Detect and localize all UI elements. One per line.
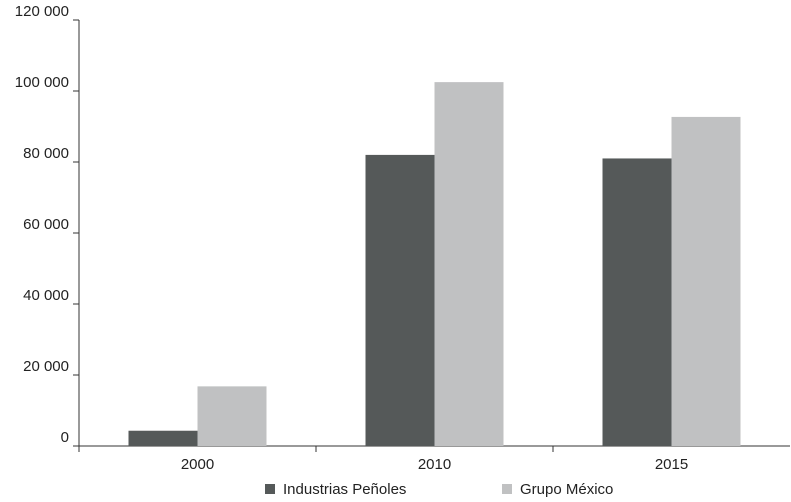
bar-industrias-pe-oles-2015 <box>603 158 672 446</box>
y-tick-label: 60 000 <box>23 216 69 233</box>
bar-grupo-m-xico-2010 <box>435 82 504 446</box>
bar-grupo-m-xico-2015 <box>672 117 741 446</box>
bar-industrias-pe-oles-2000 <box>129 431 198 446</box>
bar-grupo-m-xico-2000 <box>198 386 267 446</box>
x-tick-label: 2015 <box>655 456 688 473</box>
y-axis: 0 20 000 40 000 60 000 80 000 100 000 120 000 <box>15 3 79 452</box>
x-axis: 2000 2010 2015 <box>79 446 790 473</box>
legend-label: Industrias Peñoles <box>283 481 406 498</box>
y-tick-label: 80 000 <box>23 145 69 162</box>
legend-swatch <box>502 484 512 494</box>
bars <box>129 82 741 446</box>
legend-label: Grupo México <box>520 481 613 498</box>
x-tick-label: 2000 <box>181 456 214 473</box>
bar-industrias-pe-oles-2010 <box>366 155 435 446</box>
legend-swatch <box>265 484 275 494</box>
y-tick-label: 120 000 <box>15 3 69 20</box>
y-tick-label: 100 000 <box>15 74 69 91</box>
y-tick-label: 20 000 <box>23 358 69 375</box>
x-tick-label: 2010 <box>418 456 451 473</box>
y-tick-label: 40 000 <box>23 287 69 304</box>
y-tick-label: 0 <box>61 429 69 446</box>
legend: Industrias Peñoles Grupo México <box>265 481 613 498</box>
